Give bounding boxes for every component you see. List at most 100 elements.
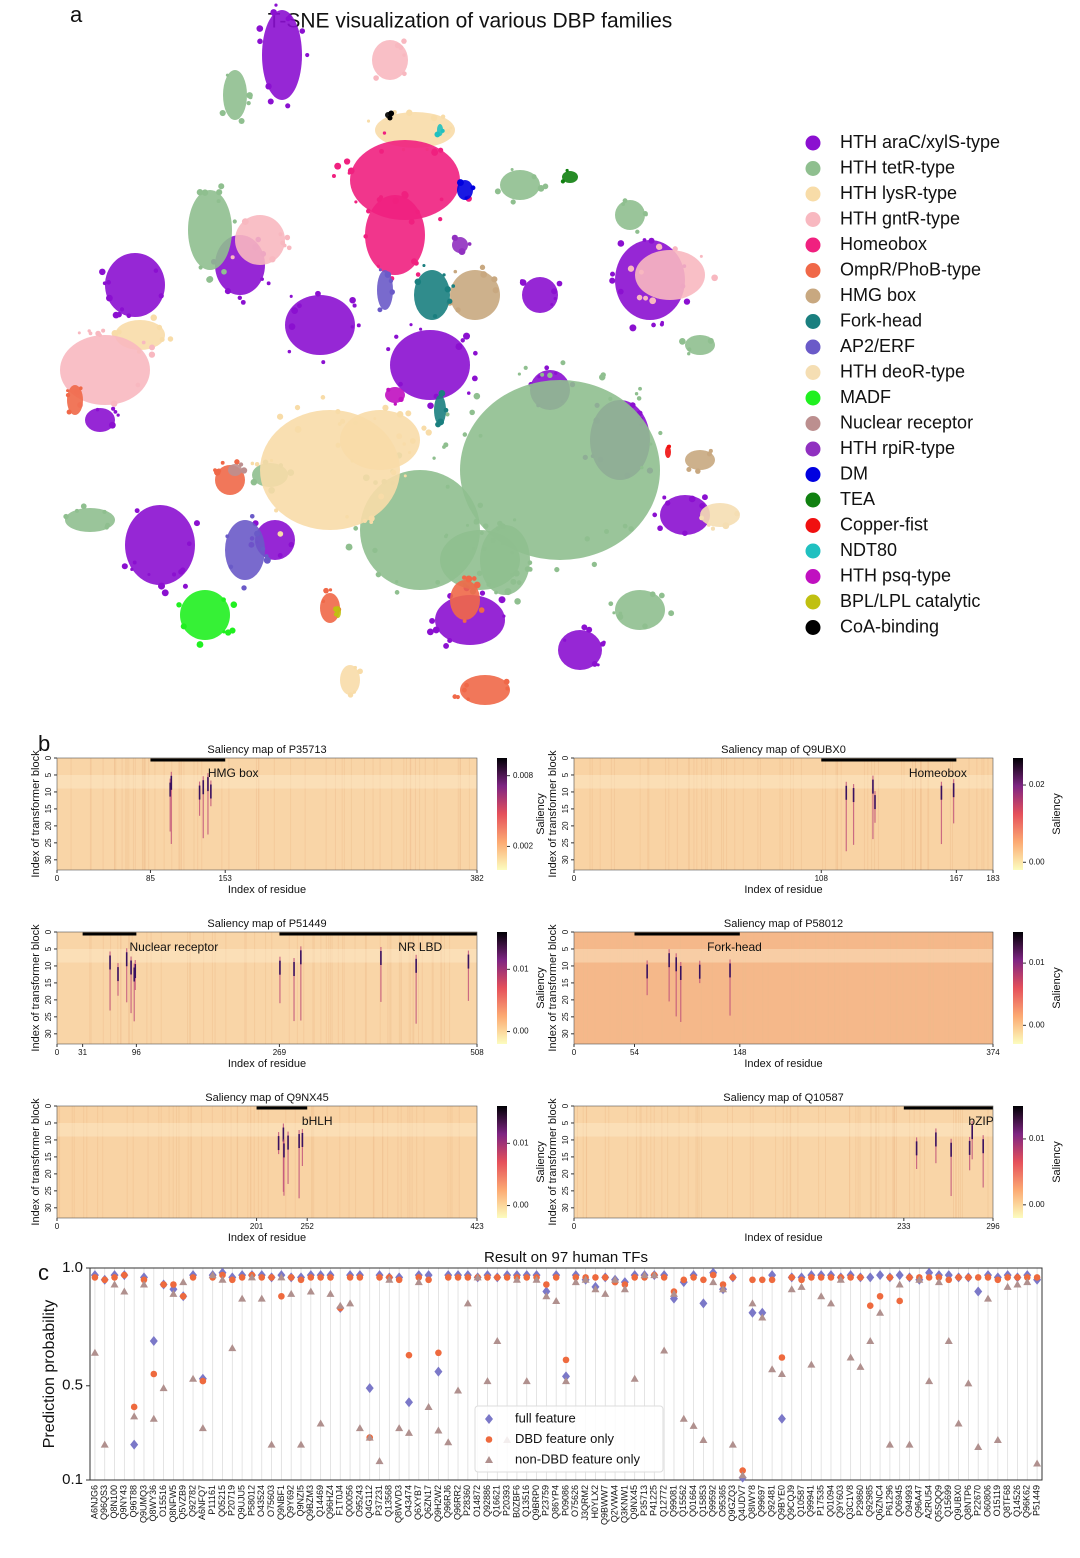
y-tick-label: 5 (561, 1120, 570, 1125)
cluster-point (390, 469, 397, 476)
legend-label: TEA (840, 489, 875, 509)
data-point (130, 1412, 139, 1420)
y-tick-label: 30 (561, 1029, 570, 1038)
cluster-point (354, 200, 358, 204)
data-point (101, 1276, 109, 1284)
x-tick-label: P23759 (541, 1485, 551, 1516)
domain-label: HMG box (208, 766, 259, 780)
legend-label: HTH deoR-type (840, 361, 965, 381)
data-point (121, 1271, 128, 1279)
data-point (758, 1307, 767, 1318)
heatmap-band (574, 1122, 993, 1137)
data-point (542, 1286, 551, 1297)
cluster-point (78, 386, 83, 391)
data-point (1013, 1280, 1022, 1288)
x-tick-label: Q5SQQ9 (933, 1485, 943, 1522)
cluster-point (395, 580, 399, 584)
cluster-point (628, 526, 634, 532)
x-tick-label: 201 (250, 1222, 264, 1231)
cluster-point (491, 276, 498, 283)
cluster-point (382, 131, 387, 135)
cluster-point (600, 641, 606, 647)
cluster-point (274, 3, 278, 7)
data-point (257, 1294, 266, 1302)
cluster-point (340, 418, 346, 424)
legend-marker (805, 594, 821, 610)
cluster-point (224, 288, 232, 295)
data-point (738, 1471, 747, 1479)
cluster-point (110, 400, 118, 407)
cluster-point (225, 534, 230, 539)
cluster-point (494, 188, 501, 195)
cluster-point (439, 197, 444, 202)
data-point (866, 1272, 875, 1283)
y-tick-label: 10 (44, 787, 53, 796)
heatmap-title: Saliency map of P58012 (724, 918, 843, 930)
cluster (223, 70, 247, 120)
cluster-point (464, 682, 469, 688)
data-point (365, 1433, 374, 1441)
data-point (543, 1281, 550, 1288)
colorbar (1013, 1106, 1023, 1218)
cluster-point (260, 546, 266, 552)
cluster-point (291, 307, 298, 314)
cluster-point (734, 510, 740, 517)
x-tick-label: H0YLX2 (590, 1485, 600, 1519)
x-tick-label: P58012 (246, 1485, 256, 1516)
cluster-point (111, 406, 116, 411)
data-point (493, 1274, 501, 1281)
data-point (454, 1274, 462, 1281)
data-point (198, 1424, 207, 1432)
data-point (346, 1299, 355, 1307)
cluster-point (250, 478, 258, 486)
data-point (601, 1274, 609, 1281)
y-tick-label: 20 (561, 1169, 570, 1178)
cluster-point (544, 365, 550, 371)
cluster-point (440, 128, 445, 133)
x-tick-label: Q9NZI5 (295, 1485, 305, 1517)
cluster-point (347, 171, 351, 175)
cluster-point (553, 296, 557, 301)
x-tick-label: Q4UDV7 (737, 1485, 747, 1521)
cluster-point (196, 188, 204, 196)
panel-label: c (38, 1260, 49, 1285)
x-tick-label: Q99081 (668, 1485, 678, 1517)
y-axis-label: Index of transformer block (30, 924, 42, 1052)
cluster-point (495, 526, 501, 531)
y-tick-label: 0 (561, 1103, 570, 1108)
cluster-point (121, 563, 128, 570)
cluster-point (353, 526, 359, 531)
data-point (571, 1278, 580, 1286)
x-tick-label: 423 (470, 1222, 484, 1231)
data-point (935, 1274, 943, 1281)
cluster-point (405, 410, 412, 417)
data-point (778, 1354, 786, 1361)
legend-label: HTH araC/xylS-type (840, 132, 1000, 152)
y-tick-label: 30 (44, 1029, 53, 1038)
legend-label: DM (840, 463, 868, 483)
legend-marker (805, 543, 821, 559)
data-point (620, 1285, 629, 1293)
x-tick-label: P41225 (649, 1485, 659, 1516)
cluster-point (408, 450, 412, 455)
data-point (650, 1271, 659, 1279)
data-point (159, 1384, 168, 1392)
x-tick-label: P28360 (462, 1485, 472, 1516)
cluster-point (277, 553, 283, 558)
cluster-point (363, 234, 368, 239)
y-tick-label: 0 (44, 755, 53, 760)
colorbar-tick-label: 0.01 (1029, 1134, 1045, 1143)
data-point (621, 1281, 629, 1288)
cluster-point (432, 313, 438, 319)
cluster (660, 495, 710, 535)
x-tick-label: Q12772 (659, 1485, 669, 1517)
cluster-point (238, 462, 244, 467)
heatmap-band (57, 1122, 477, 1137)
legend-label: HTH gntR-type (840, 208, 960, 228)
x-tick-label: Q8WY36 (148, 1485, 158, 1522)
data-point (631, 1274, 639, 1281)
colorbar-tick-label: 0.01 (513, 964, 529, 973)
data-point (964, 1379, 973, 1387)
cluster-point (600, 372, 606, 378)
data-point (699, 1435, 708, 1443)
